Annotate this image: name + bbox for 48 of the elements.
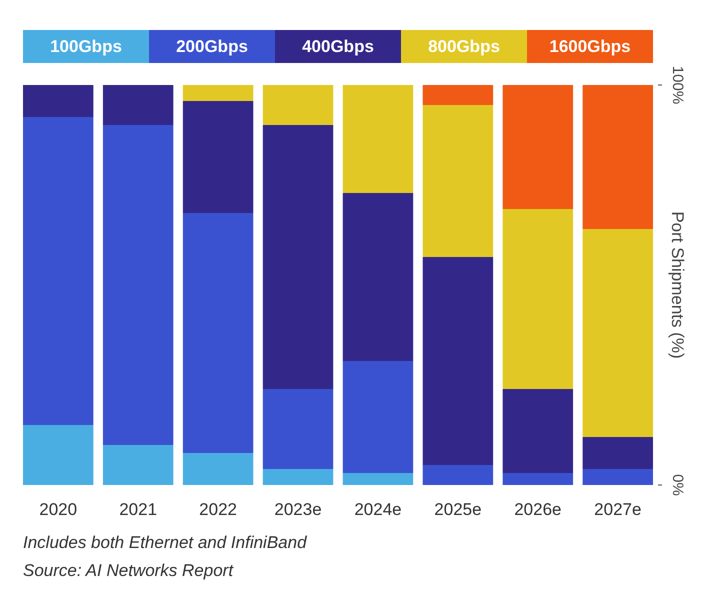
x-tick-label: 2022 xyxy=(199,500,237,519)
bar xyxy=(102,125,174,445)
bar xyxy=(342,193,414,361)
x-tick-label: 2026e xyxy=(514,500,562,519)
bar xyxy=(422,85,494,105)
x-tick-label: 2021 xyxy=(119,500,158,519)
bar xyxy=(262,125,334,389)
bar xyxy=(102,85,174,125)
y-axis-title: Port Shipments (%) xyxy=(668,211,688,359)
bar xyxy=(182,453,254,485)
bar xyxy=(502,85,574,209)
bar xyxy=(342,361,414,473)
bar xyxy=(182,101,254,213)
text: 400Gbps xyxy=(302,37,374,56)
bar xyxy=(582,85,653,229)
bar xyxy=(582,469,653,485)
bar xyxy=(23,425,94,485)
series-label: 800Gbps xyxy=(428,37,500,56)
bar xyxy=(262,389,334,469)
x-tick-label: 2025e xyxy=(434,500,482,519)
bar xyxy=(262,85,334,125)
text: Includes both Ethernet and InfiniBand xyxy=(23,533,308,552)
series-label: 1600Gbps xyxy=(549,37,631,56)
bar xyxy=(102,445,174,485)
bar xyxy=(502,209,574,389)
bar xyxy=(342,85,414,193)
bar xyxy=(182,213,254,453)
bar xyxy=(502,473,574,485)
x-tick-label: 2020 xyxy=(39,500,78,519)
bar xyxy=(422,105,494,257)
x-tick-label: 2023e xyxy=(274,500,322,519)
bar xyxy=(23,85,94,117)
text: 200Gbps xyxy=(176,37,248,56)
x-tick-label: 2024e xyxy=(354,500,402,519)
bar xyxy=(23,117,94,425)
source-note: Source: AI Networks Report xyxy=(23,561,234,580)
bar xyxy=(582,437,653,469)
bar xyxy=(422,465,494,485)
bar xyxy=(182,85,254,101)
text: 100Gbps xyxy=(50,37,122,56)
bar xyxy=(502,389,574,473)
y-tick-label: 0% xyxy=(668,474,686,496)
bar xyxy=(342,473,414,485)
bar xyxy=(582,229,653,437)
x-tick-label: 2027e xyxy=(594,500,642,519)
y-tick-label: 100% xyxy=(668,66,686,104)
bar xyxy=(262,469,334,485)
bar xyxy=(422,257,494,465)
